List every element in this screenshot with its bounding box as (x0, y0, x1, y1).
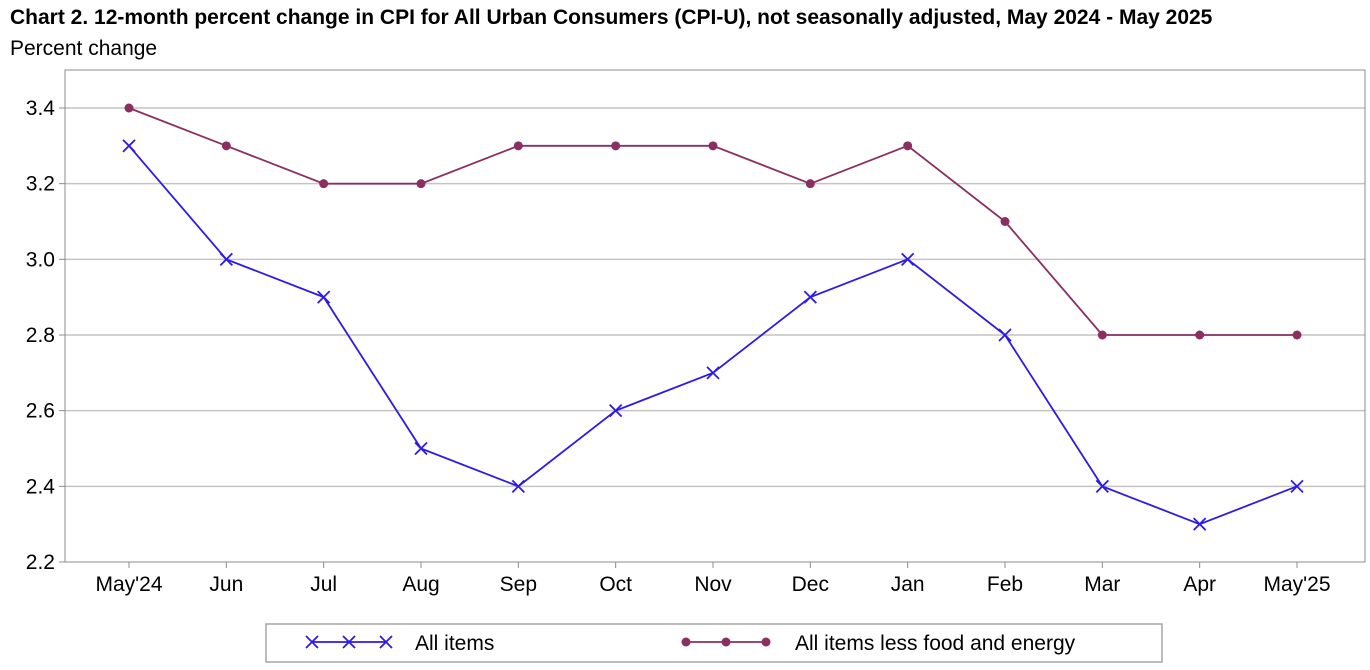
y-tick-label: 3.0 (26, 248, 55, 271)
data-point (219, 252, 233, 266)
data-point (1193, 517, 1207, 531)
data-point (706, 366, 720, 380)
legend-marker (721, 637, 731, 647)
series-2 (124, 103, 1302, 340)
y-tick-label: 3.2 (26, 173, 55, 196)
data-point (803, 290, 817, 304)
data-point (1095, 479, 1109, 493)
data-point (317, 290, 331, 304)
x-tick-label: Jan (891, 573, 925, 596)
x-tick-label: Nov (694, 573, 732, 596)
data-point (1292, 330, 1302, 340)
data-point (901, 252, 915, 266)
x-tick-label: Feb (987, 573, 1023, 596)
data-point (903, 141, 913, 151)
x-tick-label: Aug (402, 573, 439, 596)
y-axis-ticks: 2.2 2.4 2.6 2.8 3.0 3.2 3.4 (26, 97, 65, 574)
x-tick-label: Sep (500, 573, 537, 596)
y-tick-label: 3.4 (26, 97, 56, 120)
x-axis-ticks: May'24 Jun Jul Aug Sep Oct Nov Dec Jan Feb Mar Apr M… (95, 562, 1331, 596)
data-point (513, 141, 523, 151)
data-point (221, 141, 231, 151)
series-group (122, 103, 1304, 531)
data-point (1290, 479, 1304, 493)
legend-marker (379, 635, 393, 649)
x-tick-label: Dec (792, 573, 829, 596)
legend-marker (681, 637, 691, 647)
data-point (611, 141, 621, 151)
x-tick-label: Jul (310, 573, 337, 596)
data-point (319, 179, 329, 189)
legend-marker (305, 635, 319, 649)
plot-area-border (64, 69, 1366, 563)
legend-marker (342, 635, 356, 649)
x-tick-label: Jun (209, 573, 243, 596)
x-tick-label: May'24 (95, 573, 162, 596)
data-point (416, 179, 426, 189)
data-point (1195, 330, 1205, 340)
chart-subtitle: Percent change (10, 37, 158, 60)
series-1 (122, 139, 1304, 531)
legend-marker (761, 637, 771, 647)
y-tick-label: 2.8 (26, 324, 55, 347)
x-tick-label: Mar (1084, 573, 1120, 596)
legend-item: All items less food and energy (681, 632, 1076, 655)
data-point (124, 103, 134, 113)
x-tick-label: Apr (1183, 573, 1216, 596)
y-tick-label: 2.6 (26, 400, 55, 423)
legend-label: All items (415, 632, 494, 655)
data-point (122, 139, 136, 153)
legend-label: All items less food and energy (795, 632, 1076, 655)
legend-item: All items (305, 632, 494, 655)
x-tick-label: May'25 (1263, 573, 1330, 596)
data-point (998, 328, 1012, 342)
gridlines (65, 107, 1365, 488)
y-tick-label: 2.2 (26, 551, 55, 574)
data-point (805, 179, 815, 189)
chart-title: Chart 2. 12-month percent change in CPI … (10, 6, 1213, 29)
legend-box (265, 623, 1163, 663)
legend: All items All items less food and energy (265, 623, 1163, 663)
data-point (1000, 217, 1010, 226)
x-tick-label: Oct (599, 573, 632, 596)
data-point (414, 441, 428, 456)
data-point (609, 404, 623, 418)
y-tick-label: 2.4 (26, 475, 56, 498)
data-point (1097, 330, 1107, 340)
data-point (708, 141, 718, 151)
data-point (511, 479, 525, 493)
